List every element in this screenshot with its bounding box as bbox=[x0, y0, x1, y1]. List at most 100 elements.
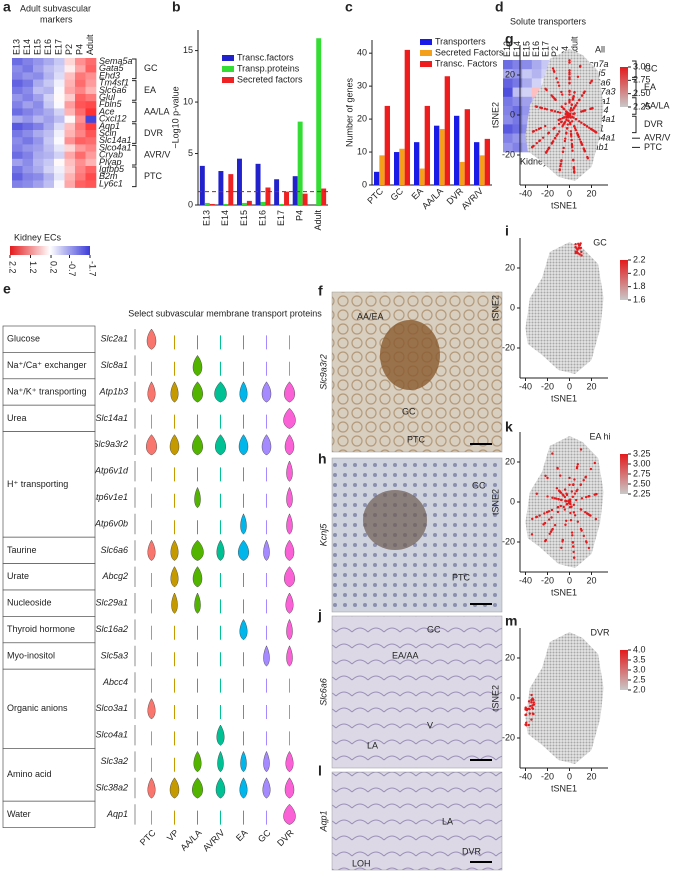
violin bbox=[217, 750, 224, 773]
tsne-highlight bbox=[551, 496, 554, 499]
group-label: GC bbox=[144, 63, 158, 73]
heat-cell bbox=[43, 144, 55, 152]
violin bbox=[285, 592, 294, 614]
group-bracket bbox=[132, 166, 137, 188]
violin bbox=[191, 539, 204, 561]
heat-cell bbox=[22, 122, 34, 131]
violin bbox=[171, 592, 178, 614]
tsne-highlight bbox=[558, 130, 561, 133]
heat-cell bbox=[75, 108, 86, 116]
bar bbox=[279, 203, 285, 205]
panel-label: c bbox=[345, 0, 353, 15]
bar bbox=[321, 188, 327, 205]
tsne-highlight bbox=[565, 115, 568, 118]
heat-cell bbox=[75, 151, 86, 160]
violin bbox=[263, 750, 270, 773]
heat-cell bbox=[54, 65, 65, 73]
tsne-highlight bbox=[580, 250, 583, 254]
image-annotation: DVR bbox=[462, 846, 482, 856]
tsne-highlight bbox=[558, 168, 561, 172]
heat-cell bbox=[54, 173, 65, 181]
x-tick-label: P4 bbox=[295, 210, 305, 221]
tsne-highlight bbox=[568, 59, 571, 62]
micrograph bbox=[331, 771, 503, 871]
tsne-highlight bbox=[535, 492, 538, 495]
heat-cell bbox=[12, 158, 23, 167]
tsne-cells bbox=[525, 632, 604, 764]
violin-title: Select subvascular membrane transport pr… bbox=[128, 308, 322, 318]
tsne-highlight bbox=[552, 96, 555, 99]
colorbar bbox=[620, 67, 628, 107]
tsne-highlight bbox=[561, 93, 564, 96]
violin bbox=[261, 434, 272, 456]
tsne-highlight bbox=[573, 124, 576, 128]
x-tick-label: 20 bbox=[586, 381, 596, 391]
heat-cell bbox=[12, 58, 23, 66]
heat-cell bbox=[22, 58, 34, 66]
heat-cell bbox=[22, 180, 34, 188]
x-tick-label: -40 bbox=[519, 381, 532, 391]
tsne-highlight bbox=[559, 117, 562, 121]
colorbar-tick-label: 2.50 bbox=[633, 478, 651, 488]
legend-swatch bbox=[420, 39, 432, 45]
tsne-highlight bbox=[564, 499, 567, 503]
heat-cell bbox=[85, 173, 97, 181]
heat-cell bbox=[85, 94, 97, 102]
tsne-highlight bbox=[552, 127, 555, 130]
gene-label: Slco3a1 bbox=[95, 703, 128, 713]
tsne-highlight bbox=[528, 712, 532, 715]
panel-label: h bbox=[318, 451, 327, 467]
bar bbox=[424, 105, 430, 185]
tsne-highlight bbox=[575, 101, 579, 105]
panel-label: i bbox=[505, 223, 509, 239]
gene-label: Slco4a1 bbox=[95, 730, 128, 740]
tsne-highlight bbox=[557, 122, 561, 126]
tsne-highlight bbox=[532, 703, 536, 706]
image-gene-label: Kcnj5 bbox=[318, 523, 328, 547]
violin bbox=[147, 539, 156, 561]
image-annotation: LA bbox=[442, 816, 453, 826]
y-tick-label: -20 bbox=[502, 536, 515, 546]
tsne-highlight bbox=[568, 61, 571, 64]
group-label: EA bbox=[644, 82, 656, 92]
heat-cell bbox=[33, 151, 44, 160]
colorbar bbox=[620, 454, 628, 494]
heat-cell bbox=[22, 158, 34, 167]
tsne-highlight bbox=[568, 78, 571, 81]
x-tick-label: 20 bbox=[586, 575, 596, 585]
x-tick-label: -40 bbox=[519, 188, 532, 198]
violin bbox=[192, 434, 203, 456]
violin bbox=[284, 539, 295, 561]
heat-cell bbox=[33, 180, 44, 188]
colorbar-tick-label: 2.25 bbox=[633, 101, 651, 111]
y-tick-label: 0 bbox=[510, 496, 515, 506]
column-label: VP bbox=[165, 828, 181, 844]
tsne-highlight bbox=[560, 120, 563, 123]
heat-cell bbox=[64, 94, 76, 102]
tsne-highlight bbox=[556, 110, 560, 114]
tsne-highlight bbox=[534, 105, 537, 108]
heat-cell bbox=[43, 108, 55, 116]
x-tick-label: 0 bbox=[567, 771, 572, 781]
tsne-highlight bbox=[567, 119, 570, 123]
x-tick-label: 0 bbox=[567, 575, 572, 585]
tsne-highlight bbox=[564, 120, 567, 123]
heat-cell bbox=[22, 144, 34, 152]
heat-cell bbox=[512, 133, 523, 144]
bar bbox=[292, 176, 298, 205]
heat-cell bbox=[64, 130, 76, 138]
heatmap-title: Solute transporters bbox=[510, 16, 587, 26]
bar bbox=[274, 179, 280, 205]
tsne-highlight bbox=[565, 492, 568, 495]
tsne-highlight bbox=[574, 128, 578, 132]
category-box bbox=[2, 536, 96, 564]
violin bbox=[146, 328, 157, 350]
tsne-highlight bbox=[528, 707, 531, 711]
heat-cell bbox=[64, 180, 76, 188]
violin bbox=[147, 698, 156, 720]
x-axis-label: tSNE1 bbox=[551, 783, 577, 793]
group-label: AVR/V bbox=[644, 133, 670, 143]
column-label: E13 bbox=[502, 41, 512, 57]
x-axis-label: tSNE1 bbox=[551, 393, 577, 403]
tsne-highlight bbox=[572, 511, 576, 514]
